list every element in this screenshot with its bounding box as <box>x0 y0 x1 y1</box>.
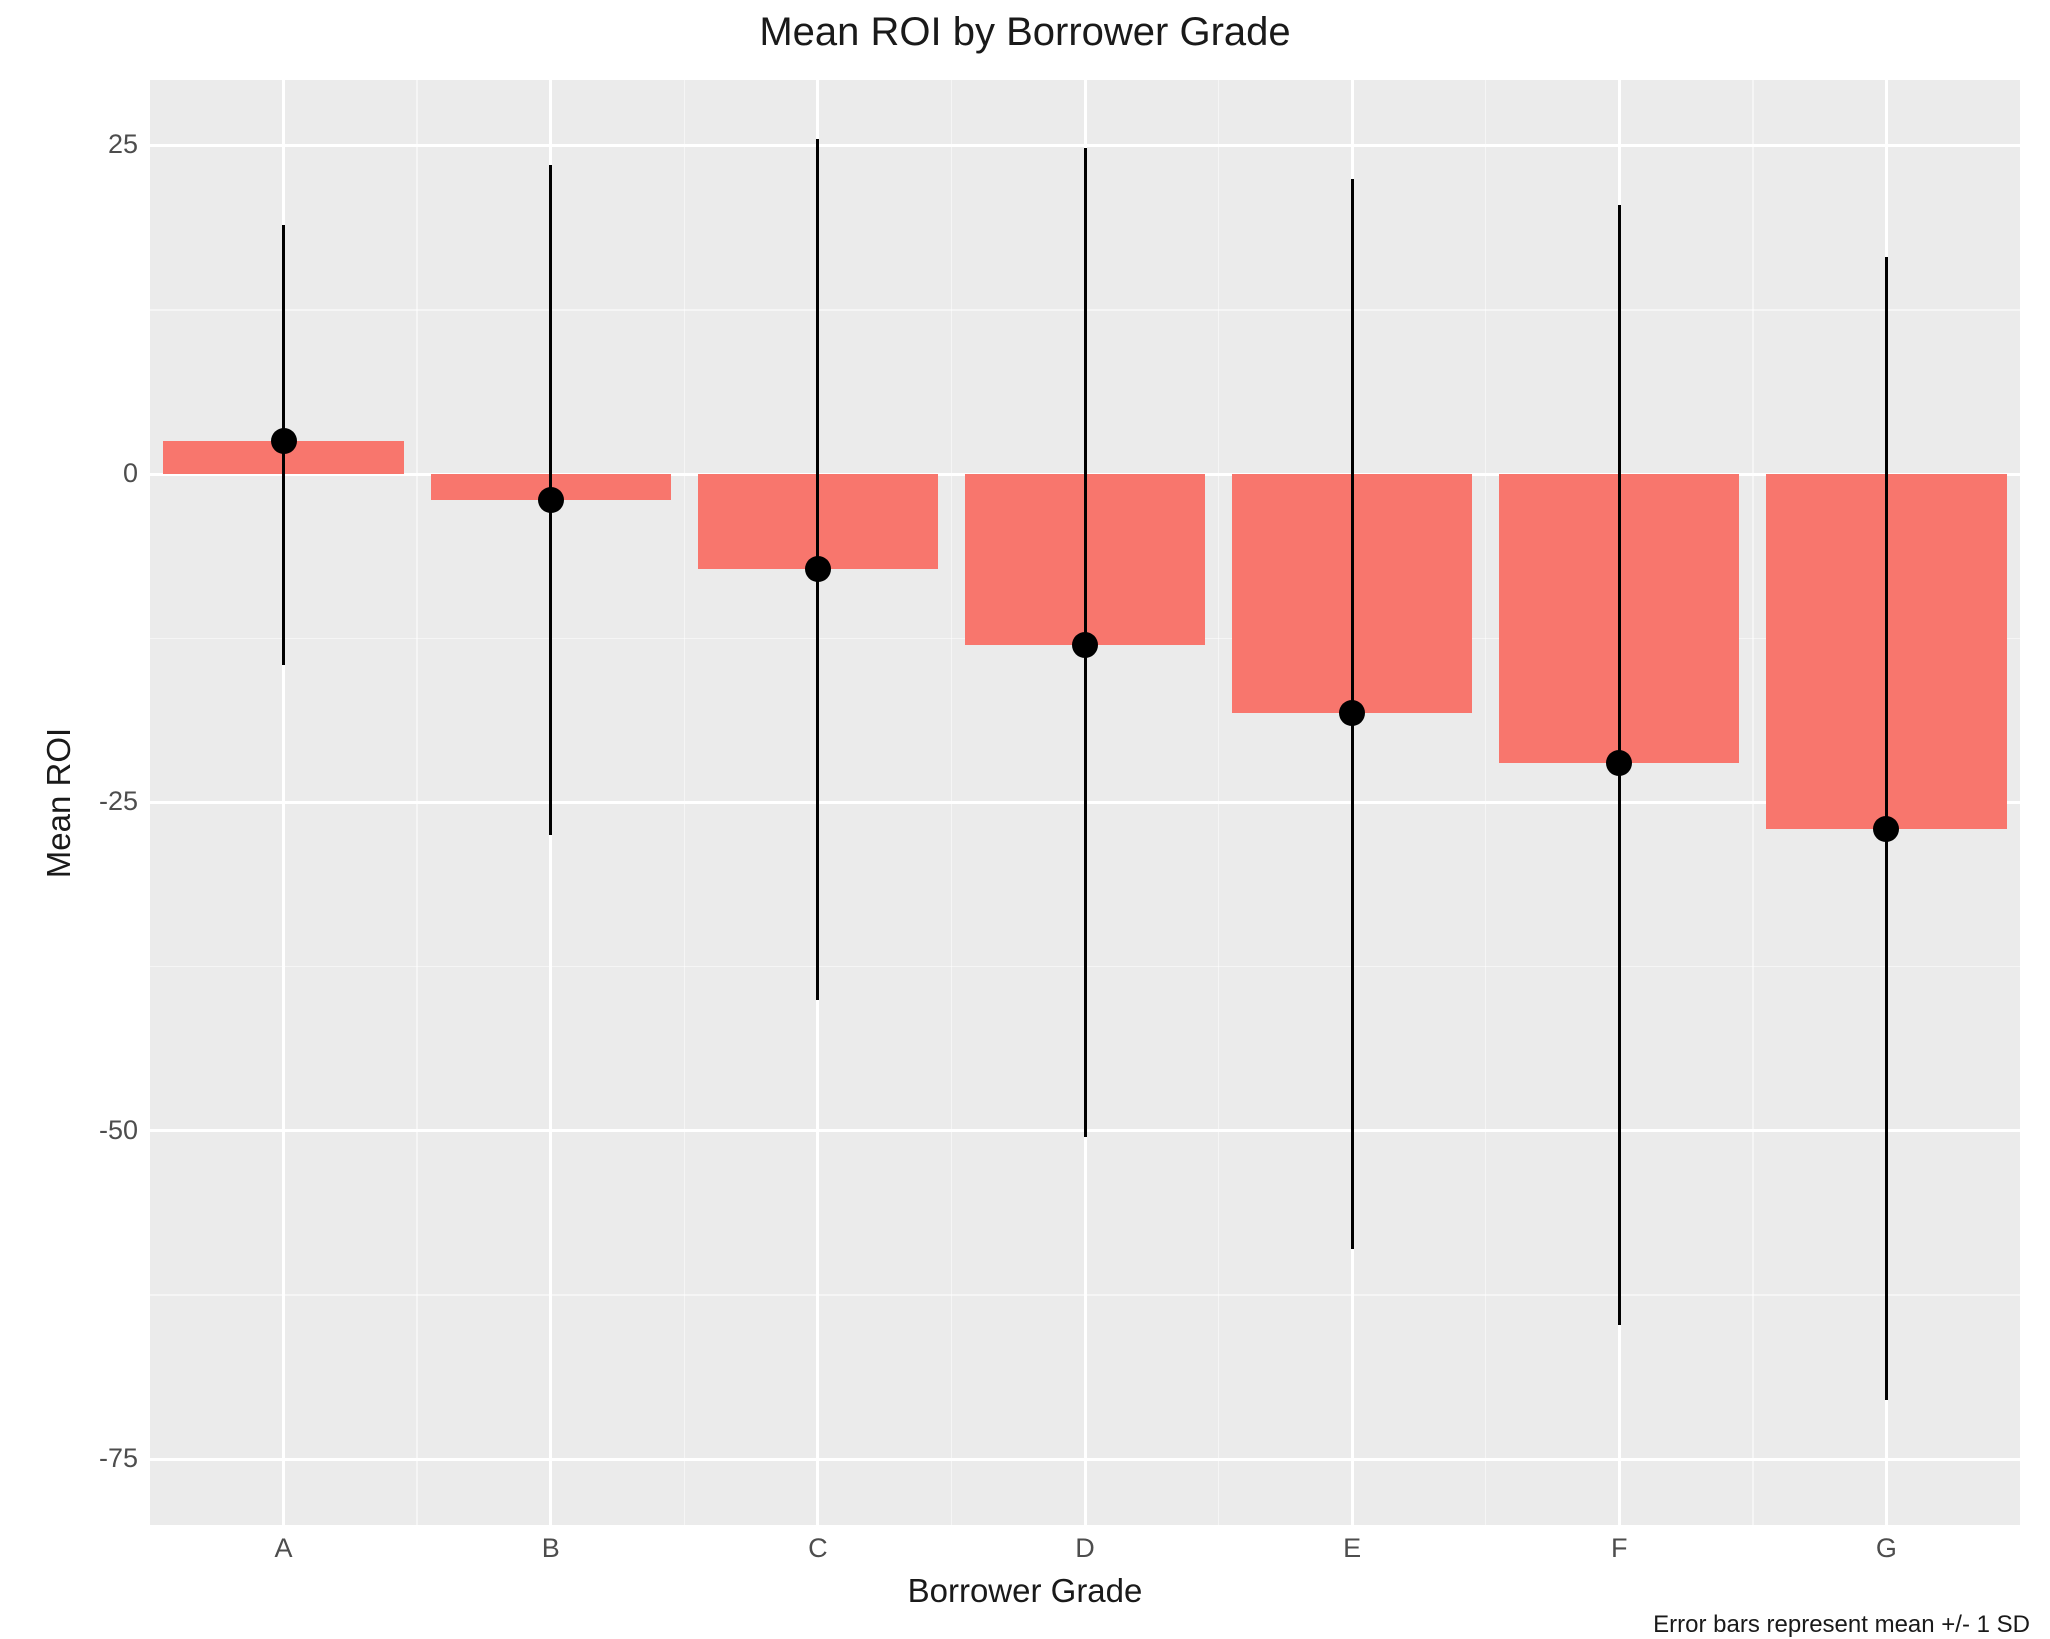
x-tick-label: F <box>1589 1533 1649 1564</box>
gridline-minor-v <box>1485 80 1487 1525</box>
y-tick-label: 0 <box>123 458 138 489</box>
mean-point <box>805 556 831 582</box>
mean-point <box>1339 700 1365 726</box>
mean-point <box>1072 632 1098 658</box>
gridline-minor-v <box>1752 80 1754 1525</box>
plot-panel <box>150 80 2020 1525</box>
x-tick-label: E <box>1322 1533 1382 1564</box>
mean-point <box>1873 816 1899 842</box>
y-axis-label: Mean ROI <box>40 653 78 953</box>
x-tick-label: A <box>254 1533 314 1564</box>
x-tick-label: B <box>521 1533 581 1564</box>
x-tick-label: D <box>1055 1533 1115 1564</box>
mean-point <box>271 428 297 454</box>
mean-point <box>538 487 564 513</box>
x-tick-label: C <box>788 1533 848 1564</box>
gridline-minor-v <box>1218 80 1220 1525</box>
gridline-minor-v <box>416 80 418 1525</box>
y-tick-label: -50 <box>99 1115 138 1146</box>
y-tick-label: -75 <box>99 1443 138 1474</box>
chart-container: Mean ROI by Borrower Grade Mean ROI -75 -… <box>0 0 2050 1637</box>
chart-title: Mean ROI by Borrower Grade <box>0 10 2050 55</box>
y-tick-label: -25 <box>99 786 138 817</box>
chart-caption: Error bars represent mean +/- 1 SD <box>1653 1611 2030 1639</box>
gridline-minor-v <box>684 80 686 1525</box>
x-tick-label: G <box>1856 1533 1916 1564</box>
mean-point <box>1606 750 1632 776</box>
y-tick-label: 25 <box>108 129 138 160</box>
x-axis-label: Borrower Grade <box>0 1572 2050 1610</box>
gridline-minor-v <box>951 80 953 1525</box>
